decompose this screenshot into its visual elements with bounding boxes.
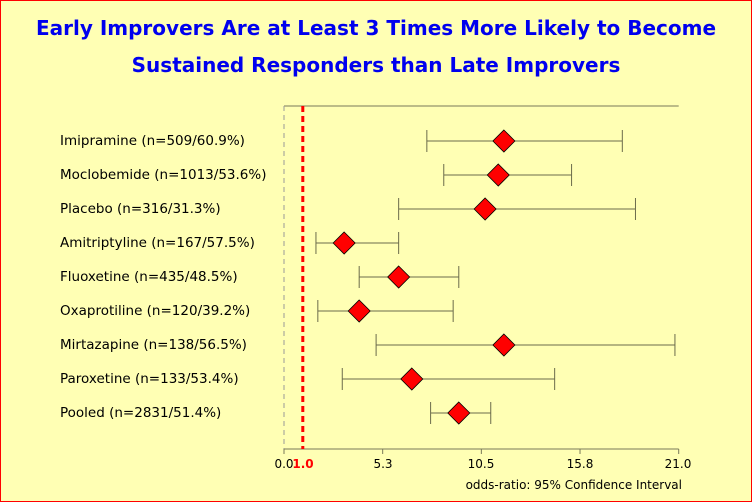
- x-tick-label: 15.8: [566, 457, 594, 471]
- odds-ratio-marker: [486, 163, 510, 187]
- odds-ratio-marker: [332, 231, 356, 255]
- row-label: Mirtazapine (n=138/56.5%): [60, 337, 247, 353]
- odds-ratio-marker: [492, 129, 516, 153]
- odds-ratio-marker: [492, 333, 516, 357]
- odds-ratio-marker: [400, 367, 424, 391]
- chart-title-line-2: Sustained Responders than Late Improvers: [131, 53, 621, 77]
- row-label: Moclobemide (n=1013/53.6%): [60, 167, 267, 183]
- odds-ratio-marker: [473, 197, 497, 221]
- x-tick-label: 10.5: [467, 457, 495, 471]
- chart-title-line-1: Early Improvers Are at Least 3 Times Mor…: [35, 16, 717, 40]
- x-tick-label: 0.0: [274, 457, 294, 471]
- row-label: Placebo (n=316/31.3%): [60, 201, 221, 217]
- row-label: Imipramine (n=509/60.9%): [60, 133, 245, 149]
- odds-ratio-marker: [347, 299, 371, 323]
- x-tick-label: 21.0: [664, 457, 692, 471]
- x-axis-label: odds-ratio: 95% Confidence Interval: [465, 478, 682, 492]
- odds-ratio-marker: [447, 401, 471, 425]
- odds-ratio-marker: [387, 265, 411, 289]
- row-label: Fluoxetine (n=435/48.5%): [60, 269, 238, 285]
- x-tick-label: 5.3: [373, 457, 393, 471]
- row-label: Paroxetine (n=133/53.4%): [60, 371, 239, 387]
- reference-tick-label: 1.0: [292, 457, 314, 471]
- row-label: Amitriptyline (n=167/57.5%): [60, 235, 255, 251]
- row-label: Pooled (n=2831/51.4%): [60, 405, 222, 421]
- row-label: Oxaprotiline (n=120/39.2%): [60, 303, 251, 319]
